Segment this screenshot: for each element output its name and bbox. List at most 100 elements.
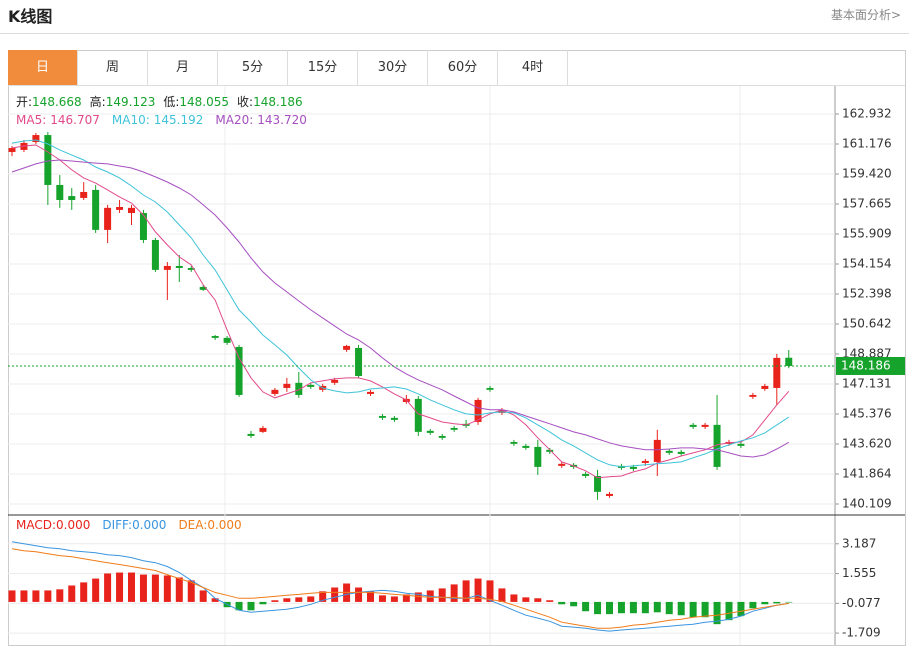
macd-bar (235, 601, 243, 611)
candle-body (534, 446, 542, 467)
ma-line (11, 144, 790, 479)
legend-name: MA10: (112, 113, 150, 127)
macd-bar (331, 587, 339, 602)
candle-body (80, 191, 88, 198)
macd-bar (486, 580, 494, 602)
candle-body (104, 207, 112, 230)
y-tick-label: 161.176 (842, 137, 892, 151)
period-tab[interactable]: 60分 (428, 50, 498, 85)
legend-value: 0.000 (207, 518, 241, 532)
legend-value: 0.000 (56, 518, 90, 532)
period-tab[interactable]: 30分 (358, 50, 428, 85)
candle-body (450, 427, 458, 430)
macd-bar (104, 573, 112, 602)
y-tick-label: 1.555 (842, 566, 876, 580)
macd-bar (462, 580, 470, 602)
candle-body (307, 384, 315, 387)
candle-body (606, 493, 613, 496)
macd-bar (20, 590, 28, 602)
macd-bar (151, 574, 159, 602)
macd-bar (725, 601, 733, 621)
candle-body (8, 148, 16, 152)
info-value: 148.055 (179, 95, 229, 109)
ma-legend: MA5: 146.707 MA10: 145.192 MA20: 143.720 (16, 113, 307, 127)
candle-body (163, 265, 171, 270)
macd-bar (641, 601, 649, 614)
macd-bar (319, 591, 327, 602)
page-title: K线图 (8, 7, 53, 26)
info-label: 高: (90, 94, 106, 109)
macd-bar (785, 601, 793, 603)
macd-bar (402, 594, 410, 602)
macd-bar (92, 578, 100, 602)
candle-body (378, 415, 386, 418)
candle-body (259, 427, 267, 432)
candle-body (438, 435, 446, 438)
macd-bar (163, 575, 171, 602)
candle-body (223, 337, 231, 343)
macd-bar (606, 601, 613, 615)
period-tab[interactable]: 月 (148, 50, 218, 85)
macd-bar (737, 601, 745, 617)
macd-bar (283, 598, 291, 602)
candle-body (689, 424, 697, 427)
candle-body (139, 212, 147, 240)
candle-body (749, 394, 757, 397)
macd-bar (438, 588, 446, 602)
y-tick-label: 141.864 (842, 467, 892, 481)
candle-body (68, 196, 76, 200)
info-label: 开: (16, 95, 32, 109)
macd-bar (116, 572, 124, 602)
period-tab[interactable]: 周 (78, 50, 148, 85)
legend-name: MACD: (16, 518, 56, 532)
macd-bar (546, 600, 554, 602)
info-value: 149.123 (106, 95, 156, 109)
chart-frame (8, 50, 906, 646)
period-tab[interactable]: 5分 (218, 50, 288, 85)
macd-line (11, 548, 789, 629)
legend-value: 145.192 (154, 113, 204, 127)
macd-bar (522, 597, 530, 602)
macd-bar (187, 580, 195, 602)
fundamental-link[interactable]: 基本面分析> (830, 8, 901, 22)
candle-body (558, 463, 566, 466)
macd-bar (259, 601, 267, 605)
candle-body (498, 409, 506, 413)
y-tick-label: 147.131 (842, 377, 892, 391)
y-tick-label: 143.620 (842, 437, 892, 451)
legend-value: 0.000 (132, 518, 166, 532)
candle-body (151, 239, 159, 270)
info-value: 148.186 (253, 95, 303, 109)
current-price-box (836, 356, 905, 375)
y-tick-label: 157.665 (842, 197, 892, 211)
info-label: 收: (237, 95, 253, 109)
macd-bar (378, 595, 386, 602)
macd-bar (390, 596, 398, 602)
candle-body (426, 430, 434, 433)
period-tab[interactable]: 日 (8, 50, 78, 85)
y-tick-label: 3.187 (842, 536, 876, 550)
macd-bar (749, 601, 757, 609)
period-tabs: 日 周 月 5分 15分 30分 60分 4时 (8, 50, 905, 86)
period-tab[interactable]: 4时 (498, 50, 568, 85)
period-tab[interactable]: 15分 (288, 50, 358, 85)
candle-body (367, 391, 374, 394)
candle-body (665, 450, 673, 453)
macd-bar (44, 590, 52, 602)
candle-body (653, 439, 661, 462)
candle-body (737, 443, 745, 446)
candle-body (594, 475, 602, 492)
current-price-label: 148.186 (841, 358, 891, 372)
candle-body (474, 399, 482, 422)
candle-body (116, 206, 124, 210)
macd-bar (247, 601, 255, 611)
y-tick-label: 140.109 (842, 496, 892, 510)
candle-body (32, 135, 40, 143)
macd-bar (653, 601, 661, 613)
macd-bar (307, 596, 315, 602)
macd-bar (56, 589, 64, 602)
macd-bar (570, 601, 578, 607)
macd-bar (474, 578, 482, 602)
macd-bar (701, 601, 709, 618)
